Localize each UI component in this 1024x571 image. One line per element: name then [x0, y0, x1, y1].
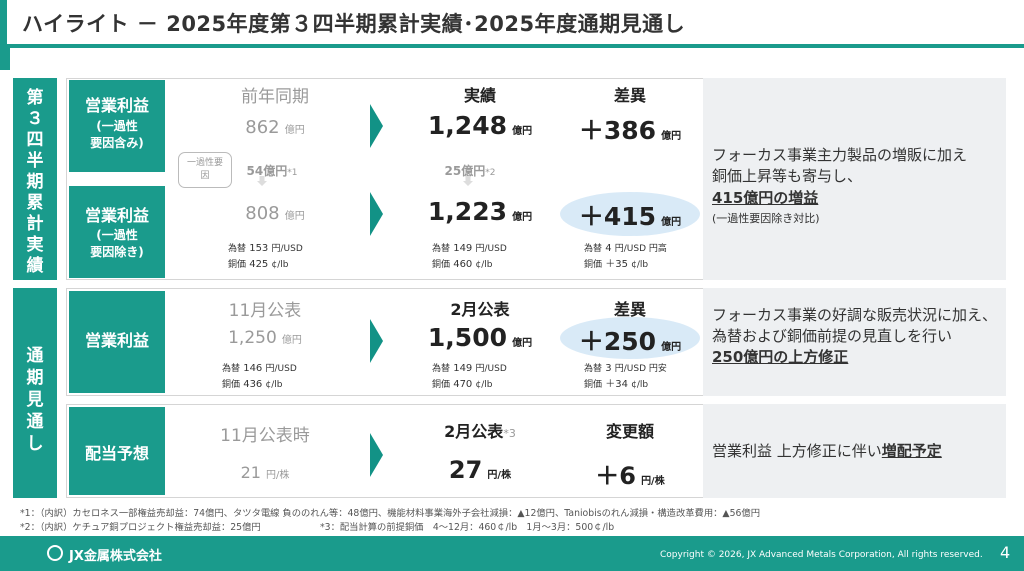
block1-row1-labelbox	[69, 80, 165, 172]
footnote-1: *1：（内訳）カセロネス一部権益売却益：74億円、タツタ電線 負ののれん等：48…	[20, 508, 761, 519]
block3-note-panel	[703, 404, 1006, 498]
title-underline-tab	[0, 44, 10, 70]
title-underline	[0, 44, 1024, 70]
block1-head-diff: 差異	[613, 86, 646, 105]
block2-fx-diff: 為替 3 円/USD 円安 銅価 ＋34 ¢/lb	[584, 363, 667, 390]
block2-note-line3: 250億円の上方修正	[712, 348, 849, 366]
block1-fx-prev: 為替 153 円/USD 銅価 425 ¢/lb	[228, 243, 303, 270]
footer-bar	[0, 536, 1024, 571]
block2-prev: 1,250 億円	[228, 328, 302, 348]
block1-note-line4: (一過性要因除き対比)	[712, 212, 820, 225]
block1-diff1: ＋386 億円	[578, 116, 682, 145]
block1-row2-label: 営業利益	[84, 206, 149, 225]
block1-note-line1: フォーカス事業主力製品の増販に加え	[712, 146, 968, 164]
block1-prev-adj: 54億円*1	[246, 164, 298, 178]
footer-copyright: Copyright © 2026, JX Advanced Metals Cor…	[660, 550, 983, 560]
block1-row1-label: 営業利益	[84, 96, 149, 115]
title-accent-bar	[0, 0, 7, 45]
arrow-icon	[370, 104, 383, 148]
footer-logo: JX金属株式会社	[69, 549, 162, 564]
block3-head-diff: 変更額	[605, 422, 654, 441]
side-label-forecast	[13, 288, 57, 498]
block2-act: 1,500 億円	[427, 323, 533, 352]
diff-highlight	[560, 192, 700, 236]
block1-note-line3: 415億円の増益	[712, 189, 819, 207]
block1-row1-sub2: 要因含み)	[90, 136, 144, 150]
down-arrow-icon	[257, 176, 267, 186]
block2-note-line1: フォーカス事業の好調な販売状況に加え、	[712, 306, 998, 324]
onetime-badge	[178, 152, 232, 188]
block2-fx-prev: 為替 146 円/USD 銅価 436 ¢/lb	[222, 363, 297, 390]
block2-note-line2: 為替および銅価前提の見直しを行い	[712, 327, 953, 345]
block3-act: 27 円/株	[448, 456, 512, 484]
block3-head-prev: 11月公表時	[220, 426, 310, 446]
block2-fx-act: 為替 149 円/USD 銅価 470 ¢/lb	[432, 363, 507, 390]
block1-row1-sub1: (一過性	[96, 119, 138, 133]
side-label-actual-text: 第３四半期累計 実績	[26, 88, 44, 276]
block1-prev2: 808 億円	[245, 203, 305, 224]
block1-act-adj: 25億円*2	[444, 164, 496, 178]
block1-diff2: ＋415 億円	[578, 202, 682, 231]
footnote-3: *3：配当計算の前提銅価 4～12月：460￠/lb 1月～3月：500￠/lb	[320, 522, 615, 533]
block1-row2-sub2: 要因除き)	[90, 245, 144, 259]
block2-label: 営業利益	[84, 331, 149, 350]
block1-row2-labelbox	[69, 186, 165, 278]
block2-diff: ＋250 億円	[578, 327, 682, 356]
page-title: ハイライト － 2025年度第３四半期累計実績･2025年度通期見通し	[22, 12, 686, 36]
block2-labelbox	[69, 291, 165, 393]
logo-icon	[47, 545, 63, 561]
block1-row2-sub1: (一過性	[96, 228, 138, 242]
block1-act2: 1,223 億円	[427, 197, 533, 226]
block2-head-diff: 差異	[613, 300, 646, 319]
block1-prev1: 862 億円	[245, 117, 305, 138]
block3-head-act: 2月公表*3	[444, 422, 516, 441]
block3-prev: 21 円/株	[240, 463, 290, 482]
block1-head-prev: 前年同期	[241, 87, 309, 107]
arrow-icon	[370, 319, 383, 363]
diff-highlight	[560, 317, 700, 359]
page-number: 4	[1000, 543, 1011, 562]
block1-head-act: 実績	[463, 86, 496, 105]
block1-fx-act: 為替 149 円/USD 銅価 460 ¢/lb	[432, 243, 507, 270]
block1-note-line2: 銅価上昇等も寄与し、	[712, 167, 863, 185]
side-label-actual	[13, 78, 57, 280]
block2-head-act: 2月公表	[450, 300, 510, 319]
block3-label: 配当予想	[84, 444, 149, 463]
block2-note-panel	[703, 288, 1006, 396]
block1-note-panel	[703, 78, 1006, 280]
arrow-icon	[370, 192, 383, 236]
block3-note: 営業利益 上方修正に伴い増配予定	[712, 442, 942, 460]
arrow-icon	[370, 433, 383, 477]
block2-head-prev: 11月公表	[228, 301, 302, 321]
block3-labelbox	[69, 407, 165, 495]
side-label-forecast-text: 通期見通し	[26, 346, 44, 454]
block3-diff: ＋6 円/株	[595, 462, 665, 490]
block1-act1: 1,248 億円	[427, 111, 533, 140]
block1-fx-diff: 為替 4 円/USD 円高 銅価 ＋35 ¢/lb	[584, 243, 667, 270]
footnote-2: *2：（内訳）ケチュア銅プロジェクト権益売却益：25億円	[20, 522, 261, 533]
down-arrow-icon	[463, 176, 473, 186]
onetime-badge-text: 一過性要因	[187, 158, 224, 181]
